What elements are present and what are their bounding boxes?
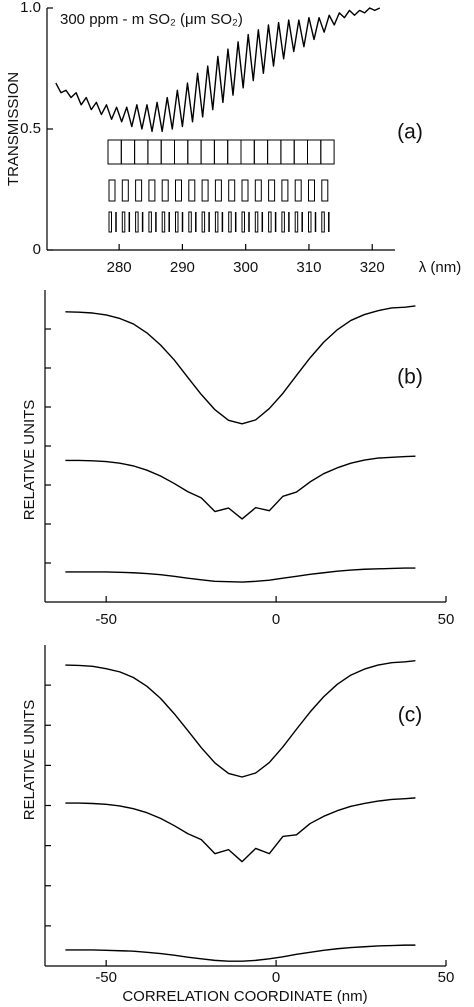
mask-slot (308, 179, 315, 202)
mask-slit (121, 211, 126, 233)
y-axis-label: RELATIVE UNITS (21, 400, 38, 521)
mask-slit (148, 211, 152, 233)
mask-slot (161, 179, 169, 202)
data-line (65, 305, 416, 425)
mask-cell (160, 139, 175, 165)
mask-slit (308, 211, 312, 233)
mask-slot (108, 179, 116, 202)
mask-slot (175, 179, 182, 202)
mask-slot (148, 179, 156, 202)
y-axis-label: RELATIVE UNITS (21, 700, 38, 821)
mask-slot (268, 179, 276, 202)
y-tick-label: 0.5 (20, 120, 41, 137)
x-tick-label: 280 (107, 259, 132, 276)
x-tick-label: -50 (95, 969, 117, 986)
mask-slit (228, 211, 232, 233)
x-tick-label: 310 (296, 259, 321, 276)
mask-cell (293, 139, 309, 165)
chart-title: 300 ppm - m SO₂ (μm SO₂) (60, 11, 243, 28)
data-line (65, 797, 416, 863)
mask-cell (120, 139, 136, 165)
panel-label: (b) (397, 366, 423, 389)
mask-slot (121, 179, 129, 202)
mask-cell (134, 139, 149, 165)
mask-slot (281, 179, 289, 202)
mask-slot (201, 179, 209, 202)
mask-slot (294, 179, 302, 202)
data-line (55, 7, 381, 133)
mask-slit (294, 211, 299, 233)
x-tick-label: -50 (95, 611, 117, 628)
x-tick-label: 320 (360, 259, 385, 276)
mask-slit (241, 211, 245, 233)
mask-slit (108, 211, 112, 233)
mask-cell (280, 139, 295, 165)
mask-cell (240, 139, 255, 165)
x-tick-label: 50 (438, 969, 455, 986)
x-tick-label: 290 (170, 259, 195, 276)
data-line (65, 659, 416, 778)
mask-cell (107, 139, 122, 165)
mask-cell (227, 139, 242, 165)
mask-cell (307, 139, 322, 165)
x-tick-label: 300 (233, 259, 258, 276)
mask-slot (228, 179, 236, 202)
panel-label: (a) (397, 121, 423, 144)
mask-cell (213, 139, 229, 165)
mask-slot (241, 179, 249, 202)
data-line (65, 944, 416, 962)
mask-cell (320, 139, 335, 165)
mask-cell (174, 139, 189, 165)
mask-slit (175, 211, 179, 233)
x-axis-label: CORRELATION COORDINATE (nm) (122, 988, 367, 1005)
mask-slot (214, 179, 222, 202)
y-axis-label: TRANSMISSION (5, 72, 22, 186)
mask-slot (188, 179, 196, 202)
mask-slit (281, 211, 285, 233)
mask-slit (201, 211, 206, 233)
mask-cell (147, 139, 162, 165)
x-tick-label: 50 (438, 611, 455, 628)
mask-slit (254, 211, 259, 233)
mask-slit (135, 211, 139, 233)
mask-cell (253, 139, 269, 165)
mask-slot (254, 179, 262, 202)
y-tick-label: 1.0 (20, 0, 41, 16)
mask-slit (321, 211, 325, 233)
x-axis-label: λ (nm) (419, 259, 462, 276)
mask-slit (214, 211, 219, 233)
data-line (65, 455, 416, 520)
data-line (65, 567, 416, 583)
y-tick-label: 0 (33, 241, 41, 258)
mask-cell (187, 139, 202, 165)
mask-slot (321, 179, 329, 202)
x-tick-label: 0 (272, 969, 280, 986)
mask-slit (161, 211, 166, 233)
mask-cell (200, 139, 215, 165)
mask-slot (135, 179, 143, 202)
mask-cell (267, 139, 282, 165)
mask-slit (188, 211, 192, 233)
x-tick-label: 0 (272, 611, 280, 628)
mask-slit (268, 211, 272, 233)
panel-label: (c) (398, 704, 423, 727)
